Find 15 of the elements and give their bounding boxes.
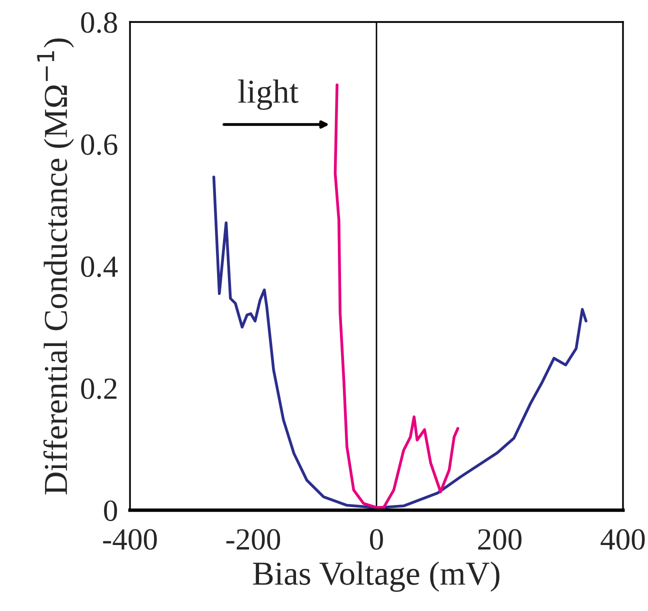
y-tick-label: 0.4 — [81, 256, 118, 278]
annotation: light — [238, 80, 298, 110]
x-tick-label: -400 — [103, 529, 157, 550]
x-tick-label: -200 — [226, 529, 280, 550]
line-series — [212, 176, 588, 510]
y-axis-title: Differential Conductance (MΩ$^{−1}$) — [37, 38, 74, 494]
y-tick-label: 0 — [104, 500, 118, 522]
x-axis-title: Bias Voltage (mV) — [253, 562, 500, 592]
x-tick-label: 400 — [600, 529, 645, 550]
y-tick-label: 0.8 — [81, 12, 118, 34]
y-tick-label: 0.6 — [81, 134, 118, 156]
line-series — [334, 83, 460, 510]
y-tick-label: 0.2 — [81, 378, 116, 400]
x-tick-label: 0 — [370, 529, 383, 550]
x-tick-label: 200 — [478, 529, 522, 550]
